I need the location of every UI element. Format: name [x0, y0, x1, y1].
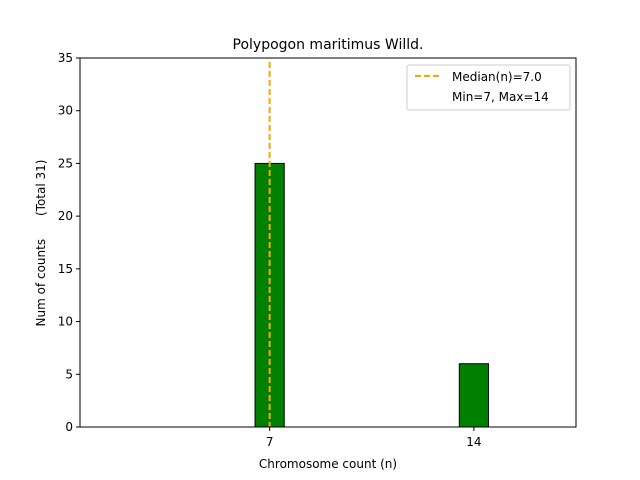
legend-box — [406, 64, 571, 111]
x-axis: 7 14 — [266, 427, 482, 449]
y-tick-label-35: 35 — [58, 51, 73, 65]
plot-frame — [79, 57, 577, 428]
y-tick-label-15: 15 — [58, 262, 73, 276]
x-tick-label-14: 14 — [466, 435, 481, 449]
legend: Median(n)=7.0 Min=7, Max=14 — [406, 64, 571, 111]
x-axis-label: Chromosome count (n) — [259, 457, 397, 471]
x-tick-label-7: 7 — [266, 435, 274, 449]
y-tick-label-5: 5 — [65, 367, 73, 381]
y-tick-label-20: 20 — [58, 209, 73, 223]
legend-entry-median: Median(n)=7.0 — [452, 70, 542, 84]
y-tick-label-30: 30 — [58, 104, 73, 118]
y-tick-label-10: 10 — [58, 315, 73, 329]
y-axis-label: Num of counts (Total 31) — [34, 160, 48, 327]
y-tick-label-0: 0 — [65, 420, 73, 434]
bar-14 — [458, 363, 489, 428]
legend-entry-minmax: Min=7, Max=14 — [452, 90, 549, 104]
y-axis: 0 5 10 15 20 25 30 35 — [58, 51, 80, 434]
y-tick-label-25: 25 — [58, 156, 73, 170]
bars — [254, 162, 489, 428]
chart-title: Polypogon maritimus Willd. — [233, 37, 424, 53]
